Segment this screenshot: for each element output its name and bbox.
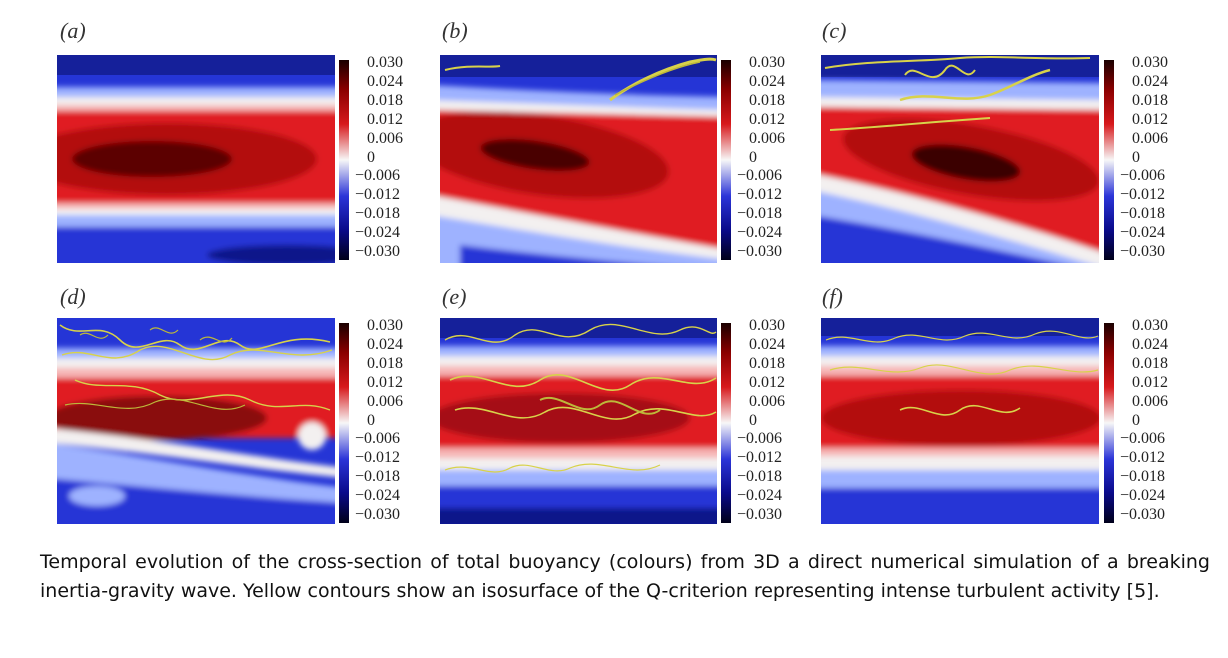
colorbar-ticks-a-label: −0.030 (355, 243, 401, 260)
colorbar-ticks-b-label: 0 (749, 148, 757, 166)
colorbar-ticks-c-label: 0.012 (1132, 110, 1168, 128)
buoyancy-panels (57, 55, 1114, 524)
colorbar-ticks-b-label: −0.024 (737, 224, 783, 242)
colorbar-ticks-b-label: 0.018 (749, 91, 785, 109)
colorbar-ticks-d-label: 0 (367, 411, 375, 429)
colorbar-ticks-a-label: −0.024 (355, 224, 401, 242)
colorbar-ticks-b-label: 0.012 (749, 110, 785, 128)
colorbar-ticks-a-label: −0.006 (355, 167, 401, 185)
colorbar-ticks-f-label: 0.030 (1132, 317, 1168, 334)
colorbar-ticks-f-label: −0.018 (1120, 468, 1166, 486)
panel-label-e: (e) (442, 284, 467, 309)
colorbar-ticks-c-label: −0.006 (1120, 167, 1166, 185)
colorbar-ticks-b-label: −0.012 (737, 186, 783, 204)
colorbar-ticks-e-label: 0.012 (749, 373, 785, 391)
colorbar-ticks-e-label: 0.006 (749, 392, 785, 410)
colorbar-ticks-f-label: 0.006 (1132, 392, 1168, 410)
colorbar-ticks-d-label: −0.030 (355, 506, 401, 523)
colorbar-ticks-f-label: 0.024 (1132, 335, 1168, 353)
colorbar-ticks-c-label: −0.018 (1120, 205, 1166, 223)
colorbar-ticks-a-label: −0.018 (355, 205, 401, 223)
colorbar-ticks-b-label: 0.024 (749, 72, 785, 90)
panel-b-plot (440, 55, 717, 263)
colorbar-ticks-c-label: 0 (1132, 148, 1140, 166)
colorbar-ticks-b-label: −0.018 (737, 205, 783, 223)
colorbar-ticks-e-label: 0.018 (749, 354, 785, 372)
panel-label-a: (a) (60, 18, 86, 43)
colorbar-ticks-d-label: −0.018 (355, 468, 401, 486)
colorbar-ticks-d-label: 0.018 (367, 354, 403, 372)
colorbar-ticks-e-label: 0.024 (749, 335, 785, 353)
colorbar-ticks-b-label: −0.030 (737, 243, 783, 260)
colorbar-ticks-e-label: 0.030 (749, 317, 785, 334)
panel-c-plot (821, 55, 1099, 263)
colorbar-f (1104, 323, 1114, 523)
colorbar-ticks-f-label: −0.006 (1120, 430, 1166, 448)
colorbar-b (721, 60, 731, 260)
colorbar-ticks-f-label: −0.012 (1120, 449, 1166, 467)
colorbar-ticks-f-label: 0 (1132, 411, 1140, 429)
panel-e-plot (440, 318, 717, 524)
colorbar-ticks-d-label: 0.030 (367, 317, 403, 334)
colorbar-ticks-a-label: 0.018 (367, 91, 403, 109)
colorbar-c (1104, 60, 1114, 260)
colorbar-d (339, 323, 349, 523)
panel-label-d: (d) (60, 284, 86, 309)
colorbar-ticks-e-label: 0 (749, 411, 757, 429)
panel-d-plot (57, 318, 335, 524)
colorbar-ticks-c-label: −0.030 (1120, 243, 1166, 260)
figure: (a) (b) (c) (d) (e) (f) (57, 18, 1168, 524)
colorbar-ticks-c-label: −0.024 (1120, 224, 1166, 242)
colorbar-ticks-c-label: −0.012 (1120, 186, 1166, 204)
colorbar-ticks-e-label: −0.006 (737, 430, 783, 448)
colorbar-ticks-e-label: −0.024 (737, 487, 783, 505)
figure-caption: Temporal evolution of the cross-section … (40, 551, 1210, 602)
colorbar-ticks-d-label: 0.012 (367, 373, 403, 391)
colorbar-ticks-f-label: 0.018 (1132, 354, 1168, 372)
colorbar-ticks-c-label: 0.030 (1132, 54, 1168, 71)
panel-label-c: (c) (822, 18, 847, 43)
colorbar-ticks-b-label: −0.006 (737, 167, 783, 185)
colorbar-ticks-d-label: 0.006 (367, 392, 403, 410)
colorbar-ticks-d-label: −0.006 (355, 430, 401, 448)
colorbar-ticks-a-label: −0.012 (355, 186, 401, 204)
colorbar-ticks-a-label: 0.024 (367, 72, 403, 90)
colorbar-e (721, 323, 731, 523)
panel-label-f: (f) (822, 284, 843, 309)
colorbar-ticks-f-label: −0.030 (1120, 506, 1166, 523)
colorbar-ticks-e-label: −0.030 (737, 506, 783, 523)
colorbar-ticks-d-label: −0.024 (355, 487, 401, 505)
colorbar-ticks-a-label: 0.012 (367, 110, 403, 128)
panel-label-b: (b) (442, 18, 468, 43)
colorbar-ticks-a-label: 0.030 (367, 54, 403, 71)
colorbar-a (339, 60, 349, 260)
colorbar-ticks-d-label: −0.012 (355, 449, 401, 467)
colorbar-ticks-c-label: 0.018 (1132, 91, 1168, 109)
colorbar-ticks-a-label: 0.006 (367, 129, 403, 147)
panel-f-plot (821, 318, 1099, 524)
colorbar-ticks-b-label: 0.006 (749, 129, 785, 147)
colorbar-ticks-e-label: −0.012 (737, 449, 783, 467)
panel-a-plot (57, 55, 335, 263)
colorbar-ticks-d-label: 0.024 (367, 335, 403, 353)
colorbar-ticks-a-label: 0 (367, 148, 375, 166)
colorbar-ticks-c-label: 0.006 (1132, 129, 1168, 147)
colorbar-ticks-e-label: −0.018 (737, 468, 783, 486)
colorbar-ticks-b-label: 0.030 (749, 54, 785, 71)
colorbar-ticks-f-label: −0.024 (1120, 487, 1166, 505)
colorbar-ticks-f-label: 0.012 (1132, 373, 1168, 391)
colorbar-ticks-c-label: 0.024 (1132, 72, 1168, 90)
